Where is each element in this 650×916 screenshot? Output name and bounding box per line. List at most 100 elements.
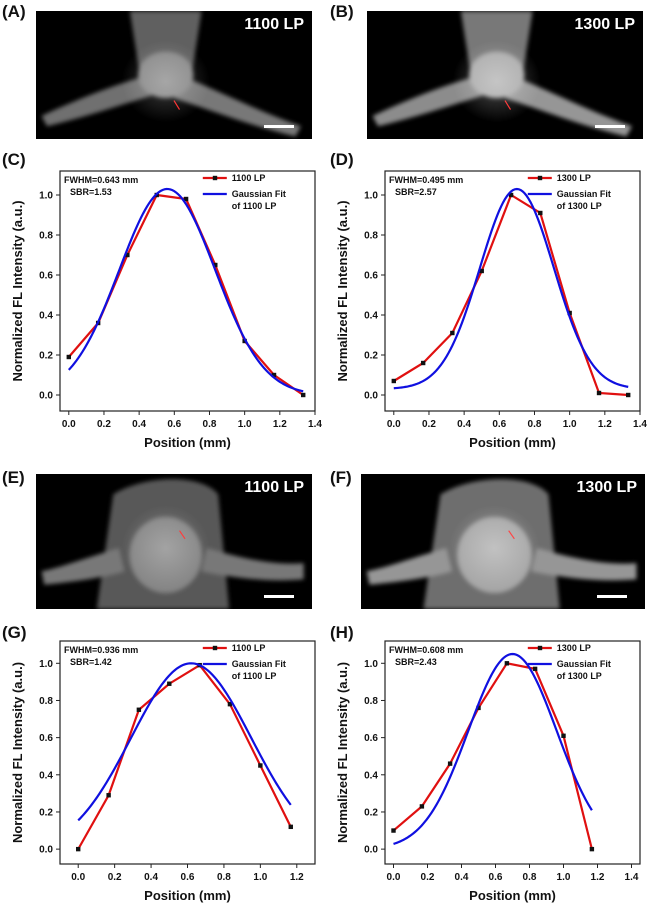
filter-label-b: 1300 LP <box>574 16 635 33</box>
legend-marker <box>537 175 543 181</box>
data-point <box>538 210 543 216</box>
hindlimb-fluorescence-image <box>41 11 301 137</box>
filter-label-e: 1100 LP <box>244 479 304 496</box>
chart-g: 0.0 0.2 0.4 0.6 0.8 1.0 1.2 0.0 0.2 0.4 0.6 0.8 1.0 P… <box>10 640 316 903</box>
y-tick-label: 0.4 <box>364 311 378 322</box>
data-point <box>136 707 142 712</box>
data-point <box>567 310 572 316</box>
y-axis-title: Normalized FL Intensity (a.u.) <box>335 662 350 843</box>
y-tick-label: 1.0 <box>39 659 53 670</box>
data-point <box>288 824 293 830</box>
data-point <box>561 733 566 738</box>
data-point <box>596 390 602 396</box>
legend-entry-data: 1300 LP <box>557 173 591 183</box>
y-tick-label: 0.4 <box>364 770 378 781</box>
y-tick-label: 0.8 <box>364 696 378 707</box>
legend-entry-fit: Gaussian Fit <box>557 659 611 669</box>
fwhm-annotation: FWHM=0.608 mm <box>389 645 463 655</box>
panel-label-d: (D) <box>330 150 354 169</box>
x-tick-label: 1.4 <box>308 419 322 430</box>
data-point <box>391 828 396 833</box>
x-tick-label: 1.0 <box>253 872 267 883</box>
plot-area <box>384 640 641 865</box>
forelimb-fluorescence-image <box>366 479 637 609</box>
gaussian-fit-line <box>67 187 304 393</box>
x-tick-label: 0.6 <box>489 872 503 883</box>
y-tick-label: 1.0 <box>364 191 378 202</box>
filter-label-a: 1100 LP <box>244 16 304 33</box>
x-axis-title: Position (mm) <box>469 888 556 903</box>
panel-label-b: (B) <box>330 2 354 21</box>
legend-entry-fit: Gaussian Fit <box>557 189 611 199</box>
y-tick-label: 1.0 <box>364 659 378 670</box>
data-point <box>125 252 130 258</box>
legend-entry-data: 1100 LP <box>232 643 266 653</box>
fwhm-annotation: FWHM=0.936 mm <box>64 645 138 655</box>
legend-marker <box>212 175 218 181</box>
x-tick-label: 0.8 <box>203 419 217 430</box>
x-tick-label: 0.6 <box>167 419 181 430</box>
y-tick-label: 0.2 <box>39 351 53 362</box>
data-point <box>479 268 484 274</box>
data-point <box>258 763 263 768</box>
x-tick-label: 0.6 <box>181 872 195 883</box>
x-axis-title: Position (mm) <box>144 888 231 903</box>
data-point <box>76 846 81 852</box>
x-tick-label: 0.6 <box>492 419 506 430</box>
plot-area <box>59 640 316 865</box>
x-tick-label: 0.2 <box>421 872 435 883</box>
scale-bar <box>264 125 294 128</box>
hindlimb-fluorescence-image <box>372 11 632 137</box>
y-tick-label: 0.0 <box>364 845 378 856</box>
x-tick-label: 0.8 <box>523 872 537 883</box>
legend-marker <box>212 645 218 651</box>
scale-bar <box>595 125 625 128</box>
scale-bar <box>264 595 294 598</box>
x-tick-label: 1.0 <box>563 419 577 430</box>
fluorescence-image-f: 1300 LP <box>361 474 645 609</box>
x-tick-label: 1.4 <box>633 419 647 430</box>
chart-c: 0.0 0.2 0.4 0.6 0.8 1.0 1.2 1.4 0.0 0.2 0.4 0.6 0.8 1… <box>10 170 322 450</box>
sbr-annotation: SBR=2.57 <box>395 187 437 197</box>
panel-label-c: (C) <box>2 150 26 169</box>
legend-entry-fit-line2: of 1300 LP <box>557 201 602 211</box>
data-point <box>450 330 455 336</box>
data-point <box>589 846 595 852</box>
panel-label-g: (G) <box>2 623 27 642</box>
fluorescence-image-e: 1100 LP <box>36 474 312 609</box>
data-point <box>167 681 172 686</box>
legend-entry-fit-line2: of 1300 LP <box>557 671 602 681</box>
plot-frame <box>59 640 316 865</box>
chart-d: 0.0 0.2 0.4 0.6 0.8 1.0 1.2 1.4 0.0 0.2 0.4 0.6 0.8 1… <box>335 170 647 450</box>
data-point <box>419 804 425 809</box>
x-tick-label: 0.0 <box>387 419 401 430</box>
fluorescence-image-a: 1100 LP <box>36 11 312 139</box>
data-point <box>271 372 277 378</box>
x-tick-label: 0.8 <box>528 419 542 430</box>
plot-area <box>59 170 316 412</box>
plot-area <box>384 170 641 412</box>
y-tick-label: 0.6 <box>39 271 53 282</box>
data-point <box>476 705 481 711</box>
x-tick-label: 0.8 <box>217 872 231 883</box>
y-tick-label: 0.8 <box>39 231 53 242</box>
forelimb-fluorescence-image <box>41 479 304 609</box>
y-tick-label: 0.2 <box>39 807 53 818</box>
panel-label-e: (E) <box>2 468 25 487</box>
sbr-annotation: SBR=1.42 <box>70 657 112 667</box>
y-tick-label: 0.2 <box>364 807 378 818</box>
panel-label-f: (F) <box>330 468 352 487</box>
data-point <box>447 761 453 766</box>
legend-entry-fit-line2: of 1100 LP <box>232 201 277 211</box>
y-tick-label: 0.8 <box>39 696 53 707</box>
data-point <box>508 192 514 198</box>
x-tick-label: 1.4 <box>625 872 639 883</box>
y-tick-label: 0.8 <box>364 231 378 242</box>
y-tick-label: 0.4 <box>39 311 53 322</box>
fwhm-annotation: FWHM=0.643 mm <box>64 175 138 185</box>
y-tick-label: 0.0 <box>364 391 378 402</box>
x-tick-label: 1.2 <box>591 872 605 883</box>
x-tick-label: 0.0 <box>71 872 85 883</box>
data-point <box>227 701 233 707</box>
data-series-line <box>392 662 593 850</box>
